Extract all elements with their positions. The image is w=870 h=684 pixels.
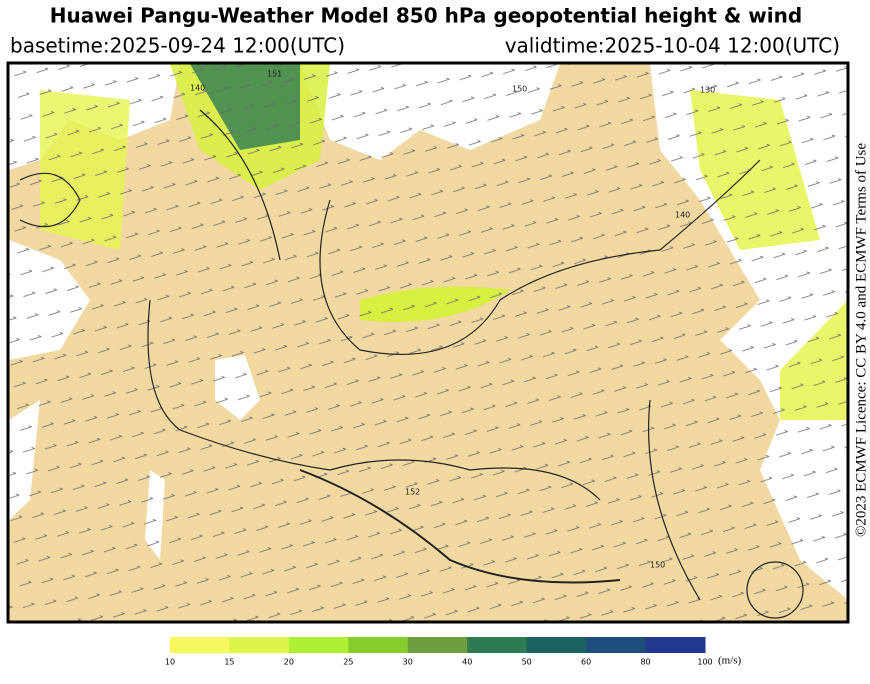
colorbar-segment: [467, 637, 528, 653]
colorbar-tick-label: 30: [403, 658, 413, 667]
colorbar-tick-label: 25: [343, 658, 353, 667]
colorbar-unit: (m/s): [718, 655, 742, 667]
basetime: basetime:2025-09-24 12:00(UTC): [10, 34, 345, 58]
contour-label: 152: [405, 488, 420, 497]
colorbar-segment: [348, 637, 409, 653]
colorbar-segment: [586, 637, 647, 653]
colorbar-segment: [288, 637, 349, 653]
colorbar: 10 15 20 25 30 40 50 60 80 100: [165, 637, 713, 667]
contour-label: 151: [267, 70, 282, 79]
licence: ©2023 ECMWF Licence: CC BY 4.0 and ECMWF…: [853, 143, 869, 537]
colorbar-segment: [526, 637, 587, 653]
colorbar-tick-label: 50: [522, 658, 532, 667]
contours: [19, 109, 804, 619]
colorbar-segment: [645, 637, 706, 653]
wind-arrows: [9, 64, 848, 622]
colorbar-tick-label: 10: [165, 658, 175, 667]
colorbar-tick-label: 40: [462, 658, 472, 667]
contour-label: 140: [190, 84, 205, 93]
contour-label: 140: [675, 211, 690, 220]
validtime: validtime:2025-10-04 12:00(UTC): [505, 34, 840, 58]
contour-label: 150: [650, 561, 665, 570]
colorbar-tick-label: 15: [224, 658, 234, 667]
colorbar-segment: [170, 637, 230, 653]
map: 150 140 130 152 150 140 151: [9, 64, 848, 622]
contour-label: 150: [512, 85, 527, 94]
colorbar-segment: [229, 637, 290, 653]
colorbar-tick-label: 60: [581, 658, 591, 667]
map-frame: [6, 61, 850, 624]
colorbar-tick-label: 100: [697, 658, 712, 667]
contour-label: 130: [700, 86, 715, 95]
colorbar-tick-label: 80: [640, 658, 650, 667]
colorbar-tick-label: 20: [284, 658, 294, 667]
title: Huawei Pangu-Weather Model 850 hPa geopo…: [50, 4, 802, 28]
colorbar-segment: [407, 637, 468, 653]
